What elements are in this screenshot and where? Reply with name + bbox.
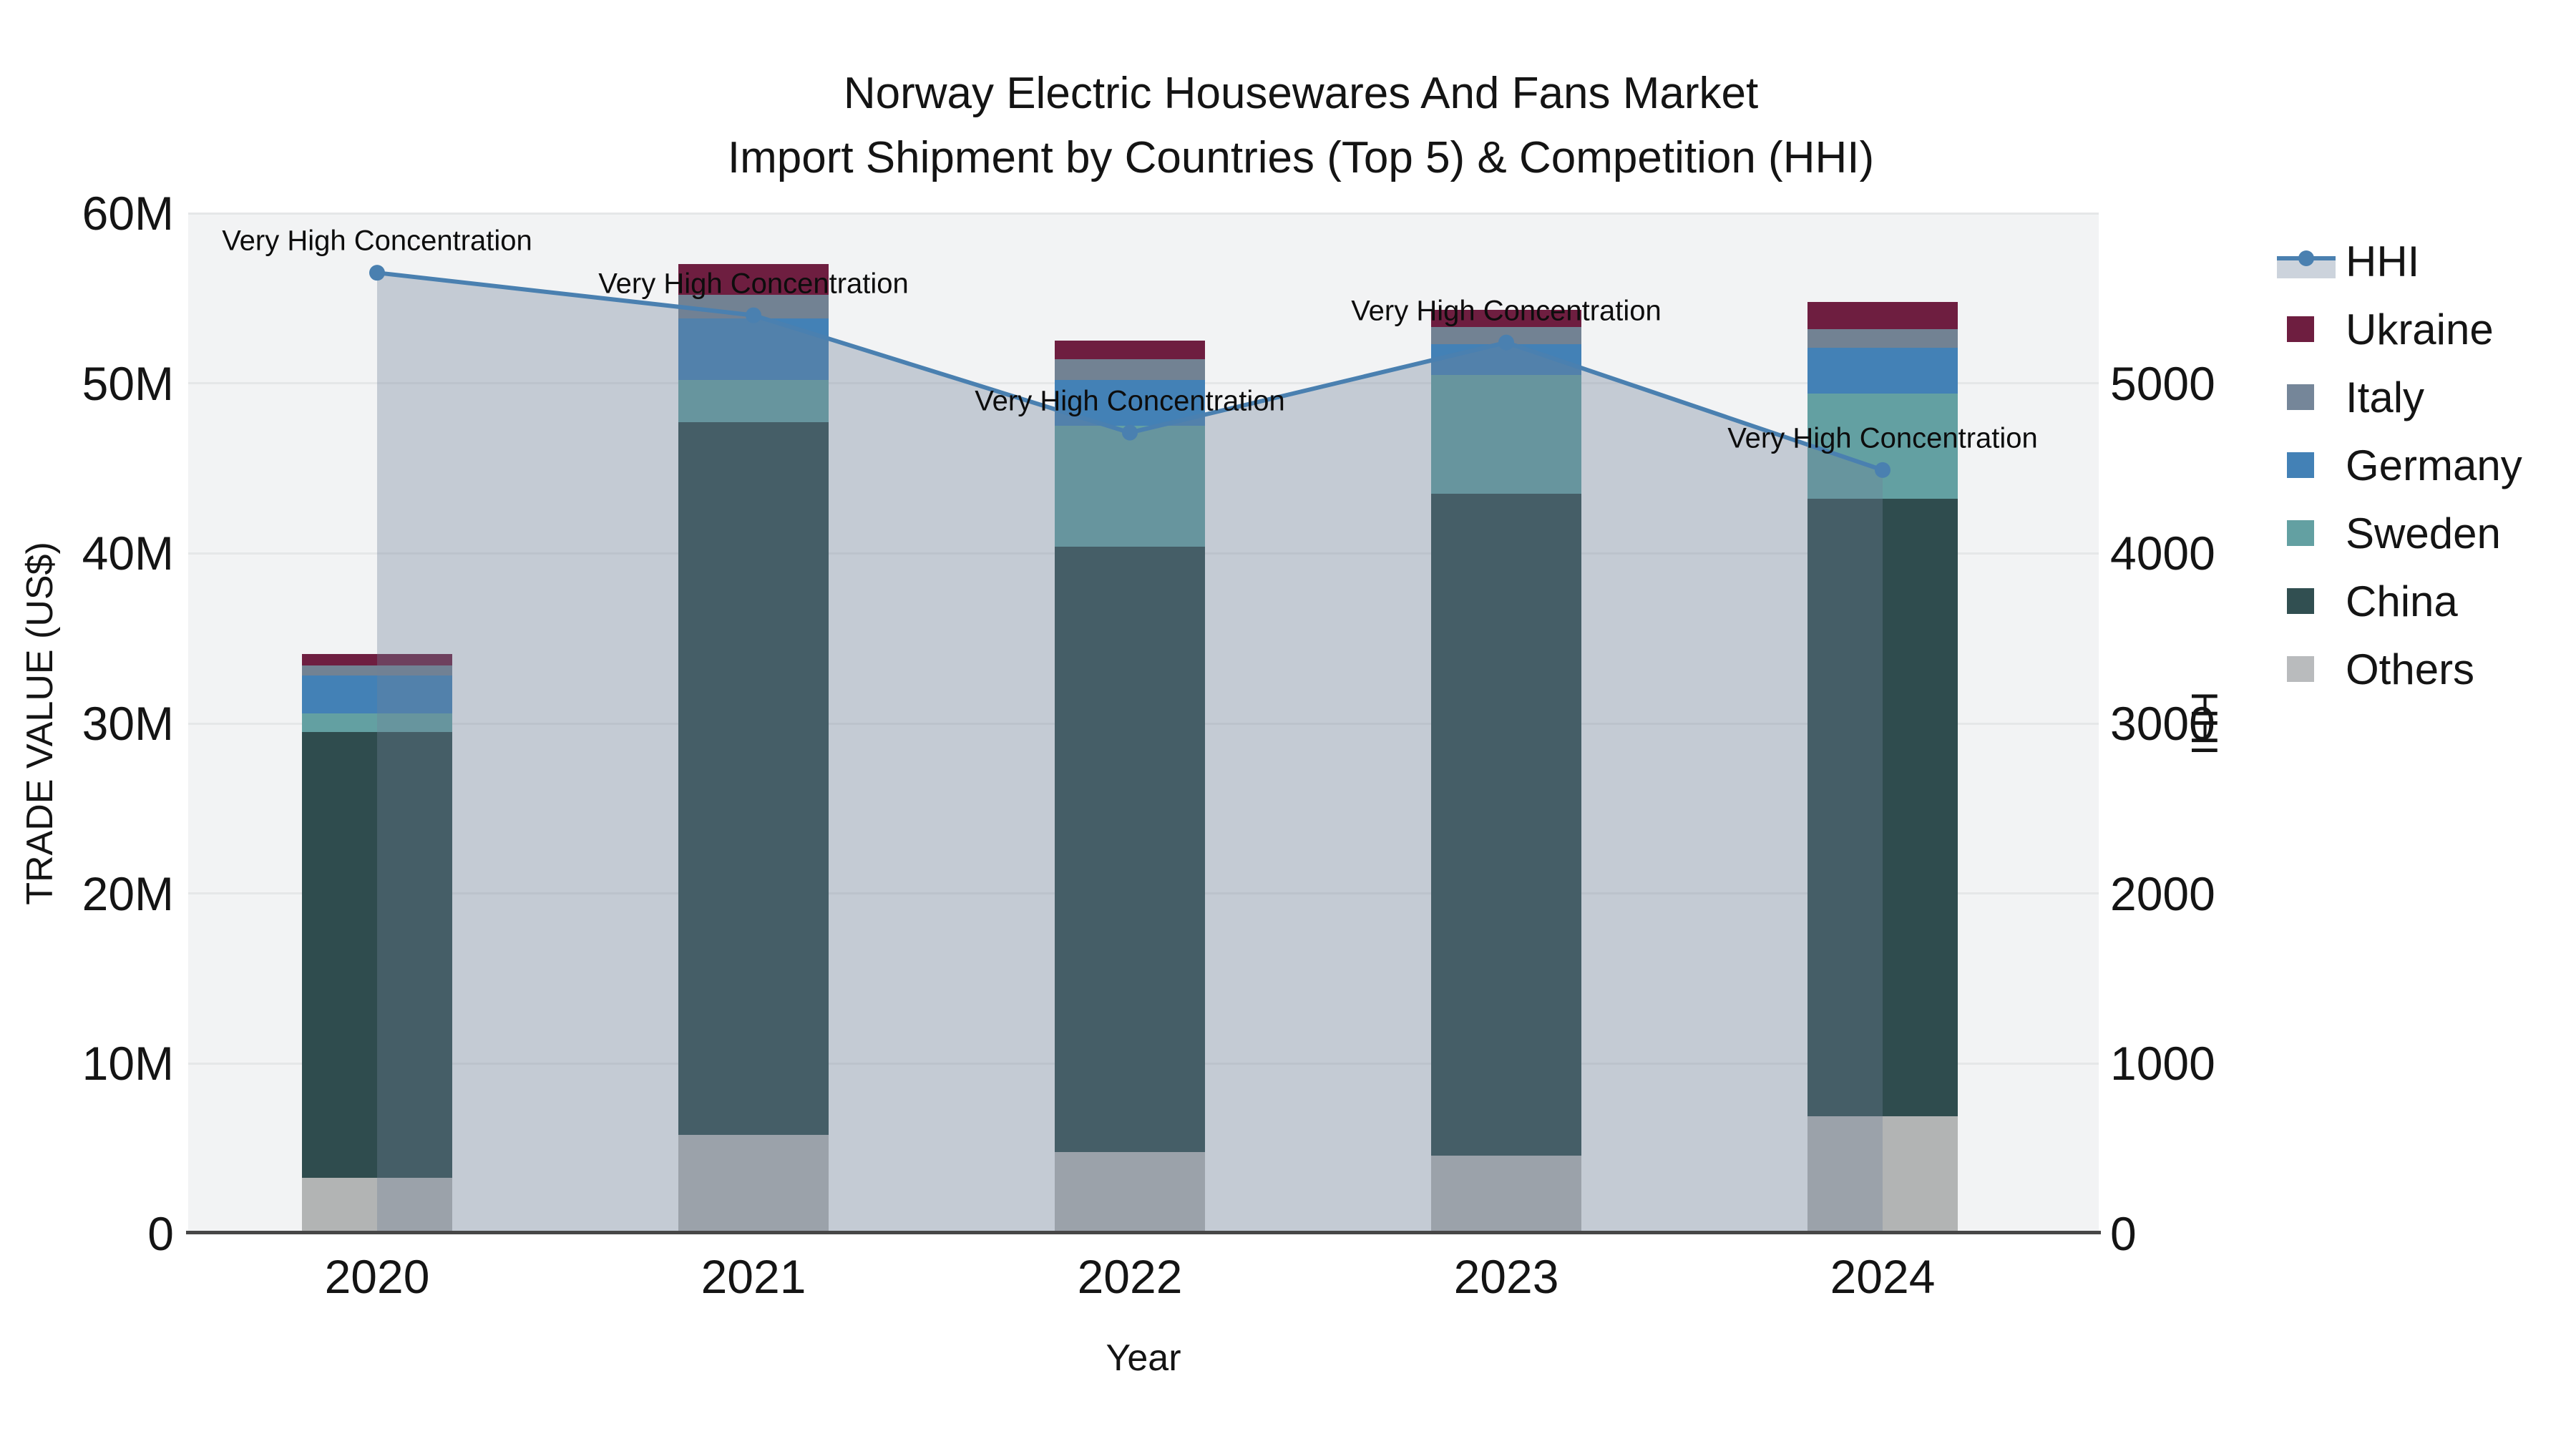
legend-swatch-sweden <box>2287 520 2314 546</box>
left-tick-label-0: 0 <box>147 1207 174 1260</box>
annotation-2022: Very High Concentration <box>975 385 1285 417</box>
x-tick-label-2022: 2022 <box>1077 1250 1183 1303</box>
x-axis-title: Year <box>1106 1337 1181 1379</box>
hhi-marker-2020 <box>369 265 385 281</box>
left-tick-label-50M: 50M <box>82 356 174 410</box>
bar-segment-ukraine-2020 <box>302 653 452 666</box>
chart-title-line2: Import Shipment by Countries (Top 5) & C… <box>727 133 1875 182</box>
left-tick-label-40M: 40M <box>82 527 174 580</box>
right-tick-label-0: 0 <box>2110 1207 2137 1260</box>
legend-swatch-others <box>2287 656 2314 682</box>
hhi-area-line-layer <box>369 265 1890 1234</box>
legend-swatch-china <box>2287 588 2314 614</box>
bar-segment-china-2023 <box>1431 494 1581 1156</box>
annotation-2021: Very High Concentration <box>598 268 909 300</box>
bar-segment-china-2021 <box>678 422 829 1136</box>
bar-segment-sweden-2020 <box>302 713 452 732</box>
hhi-marker-2023 <box>1498 334 1514 351</box>
left-tick-label-60M: 60M <box>82 187 174 240</box>
bar-segment-others-2024 <box>1807 1116 1958 1234</box>
legend-label-sweden: Sweden <box>2346 509 2501 557</box>
chart-title: Norway Electric Housewares And Fans Mark… <box>728 62 1874 190</box>
left-tick-label-30M: 30M <box>82 697 174 750</box>
bar-segment-sweden-2023 <box>1431 374 1581 494</box>
legend-hhi-marker <box>2298 250 2314 266</box>
chart-title-line1: Norway Electric Housewares And Fans Mark… <box>843 69 1759 118</box>
bar-segment-italy-2024 <box>1807 328 1958 348</box>
legend-swatch-germany <box>2287 452 2314 478</box>
legend-item-germany[interactable]: Germany <box>2277 431 2576 499</box>
bar-segment-ukraine-2024 <box>1807 301 1958 329</box>
annotation-2024: Very High Concentration <box>1727 422 2038 454</box>
x-axis-line <box>186 1231 2101 1234</box>
legend-label-germany: Germany <box>2346 441 2522 489</box>
legend-label-ukraine: Ukraine <box>2346 305 2494 353</box>
bar-segment-ukraine-2023 <box>1431 310 1581 328</box>
plot-area: Very High Concentration Very High Concent… <box>82 187 2215 1303</box>
bar-segment-italy-2022 <box>1055 359 1205 380</box>
x-tick-label-2020: 2020 <box>324 1250 430 1303</box>
right-tick-label-3000: 3000 <box>2110 697 2215 750</box>
legend-item-italy[interactable]: Italy <box>2277 363 2576 431</box>
annotation-2020: Very High Concentration <box>222 225 532 257</box>
hhi-marker-2021 <box>746 307 761 323</box>
bar-segment-china-2022 <box>1055 546 1205 1152</box>
right-tick-label-5000: 5000 <box>2110 356 2215 410</box>
bar-segment-others-2023 <box>1431 1155 1581 1234</box>
legend-item-china[interactable]: China <box>2277 567 2576 635</box>
legend-item-sweden[interactable]: Sweden <box>2277 499 2576 567</box>
bar-segment-germany-2020 <box>302 675 452 713</box>
hhi-marker-2024 <box>1875 462 1890 478</box>
bar-segment-germany-2024 <box>1807 347 1958 394</box>
bar-segment-italy-2020 <box>302 665 452 676</box>
bar-segment-ukraine-2021 <box>678 264 829 296</box>
gridline-60M <box>188 212 2099 215</box>
legend-hhi-line-sample <box>2277 241 2336 281</box>
legend-item-hhi[interactable]: HHI <box>2277 227 2576 296</box>
left-axis-title: TRADE VALUE (US$) <box>19 542 61 905</box>
right-tick-label-1000: 1000 <box>2110 1037 2215 1091</box>
bar-segment-sweden-2024 <box>1807 393 1958 499</box>
bar-segment-china-2024 <box>1807 499 1958 1116</box>
legend-swatch-italy <box>2287 384 2314 410</box>
legend-label-others: Others <box>2346 645 2475 693</box>
bar-segment-others-2021 <box>678 1135 829 1234</box>
left-tick-label-20M: 20M <box>82 867 174 920</box>
bar-segment-sweden-2022 <box>1055 426 1205 547</box>
x-tick-label-2024: 2024 <box>1830 1250 1936 1303</box>
bar-segment-others-2022 <box>1055 1151 1205 1234</box>
bar-segment-others-2020 <box>302 1177 452 1234</box>
x-tick-label-2021: 2021 <box>701 1250 806 1303</box>
bar-segment-ukraine-2022 <box>1055 341 1205 360</box>
right-tick-label-2000: 2000 <box>2110 867 2215 920</box>
legend-label-china: China <box>2346 577 2458 625</box>
legend-swatch-ukraine <box>2287 316 2314 342</box>
legend-item-others[interactable]: Others <box>2277 635 2576 703</box>
left-tick-label-10M: 10M <box>82 1037 174 1091</box>
legend-label-hhi: HHI <box>2346 237 2420 286</box>
annotation-2023: Very High Concentration <box>1351 295 1662 327</box>
x-tick-label-2023: 2023 <box>1453 1250 1559 1303</box>
bar-segment-sweden-2021 <box>678 379 829 423</box>
legend-item-ukraine[interactable]: Ukraine <box>2277 295 2576 364</box>
bar-segment-china-2020 <box>302 731 452 1178</box>
legend-label-italy: Italy <box>2346 373 2425 421</box>
hhi-area-fill <box>377 273 1883 1234</box>
right-axis-title: HHI <box>2183 691 2225 756</box>
right-tick-label-4000: 4000 <box>2110 527 2215 580</box>
hhi-marker-2022 <box>1122 424 1138 441</box>
